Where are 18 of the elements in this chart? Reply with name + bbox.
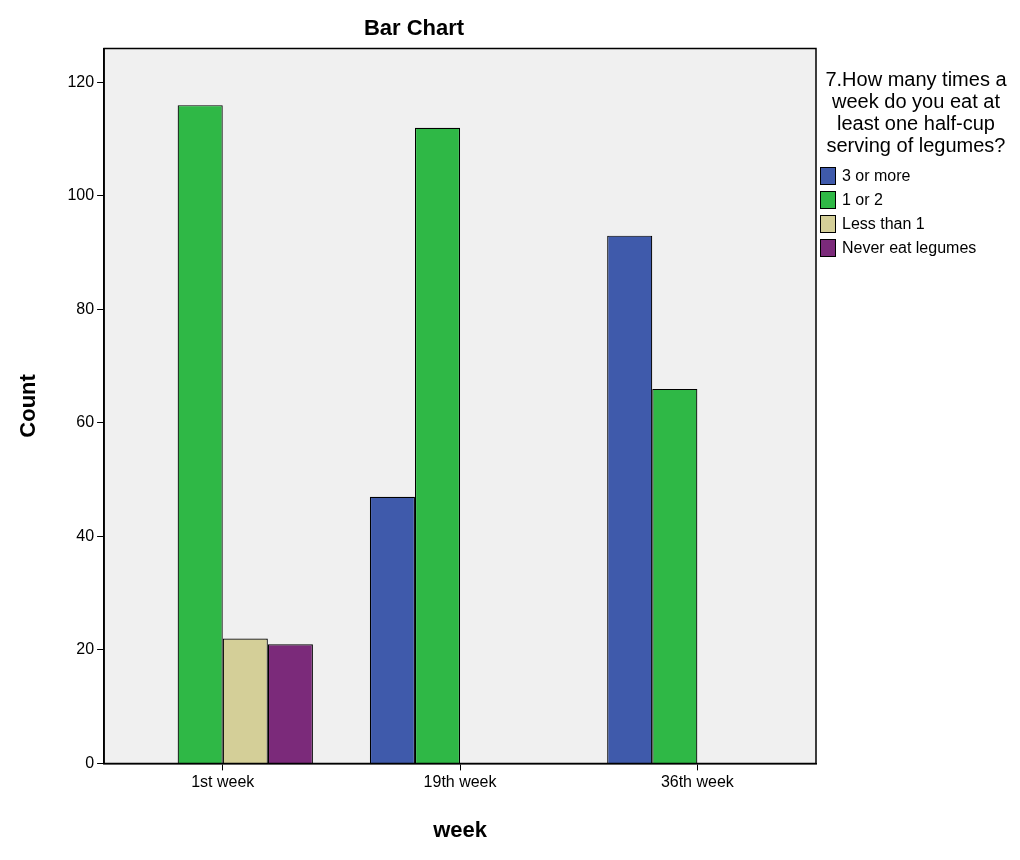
- y-tick-label: 60: [76, 413, 95, 431]
- x-tick-label: 1st week: [191, 773, 256, 791]
- y-tick-label: 80: [76, 299, 95, 317]
- y-tick-label: 120: [67, 72, 95, 90]
- legend-label: 3 or more: [842, 167, 911, 185]
- chart-title: Bar Chart: [363, 15, 465, 41]
- legend-label: 1 or 2: [842, 191, 883, 209]
- legend-title: 7.How many times a week do you eat at least one half-cup serving of legumes?: [824, 68, 1008, 156]
- y-tick-label: 20: [76, 640, 95, 658]
- y-tick-label: 40: [76, 526, 95, 544]
- x-tick-label: 36th week: [660, 773, 735, 791]
- legend-label: Never eat legumes: [842, 239, 977, 257]
- y-axis-title: Count: [15, 373, 41, 438]
- x-tick-label: 19th week: [423, 773, 498, 791]
- legend-label: Less than 1: [842, 215, 925, 233]
- y-tick-label: 100: [67, 186, 95, 204]
- y-tick-label: 0: [85, 753, 95, 771]
- x-axis-title: week: [432, 816, 488, 842]
